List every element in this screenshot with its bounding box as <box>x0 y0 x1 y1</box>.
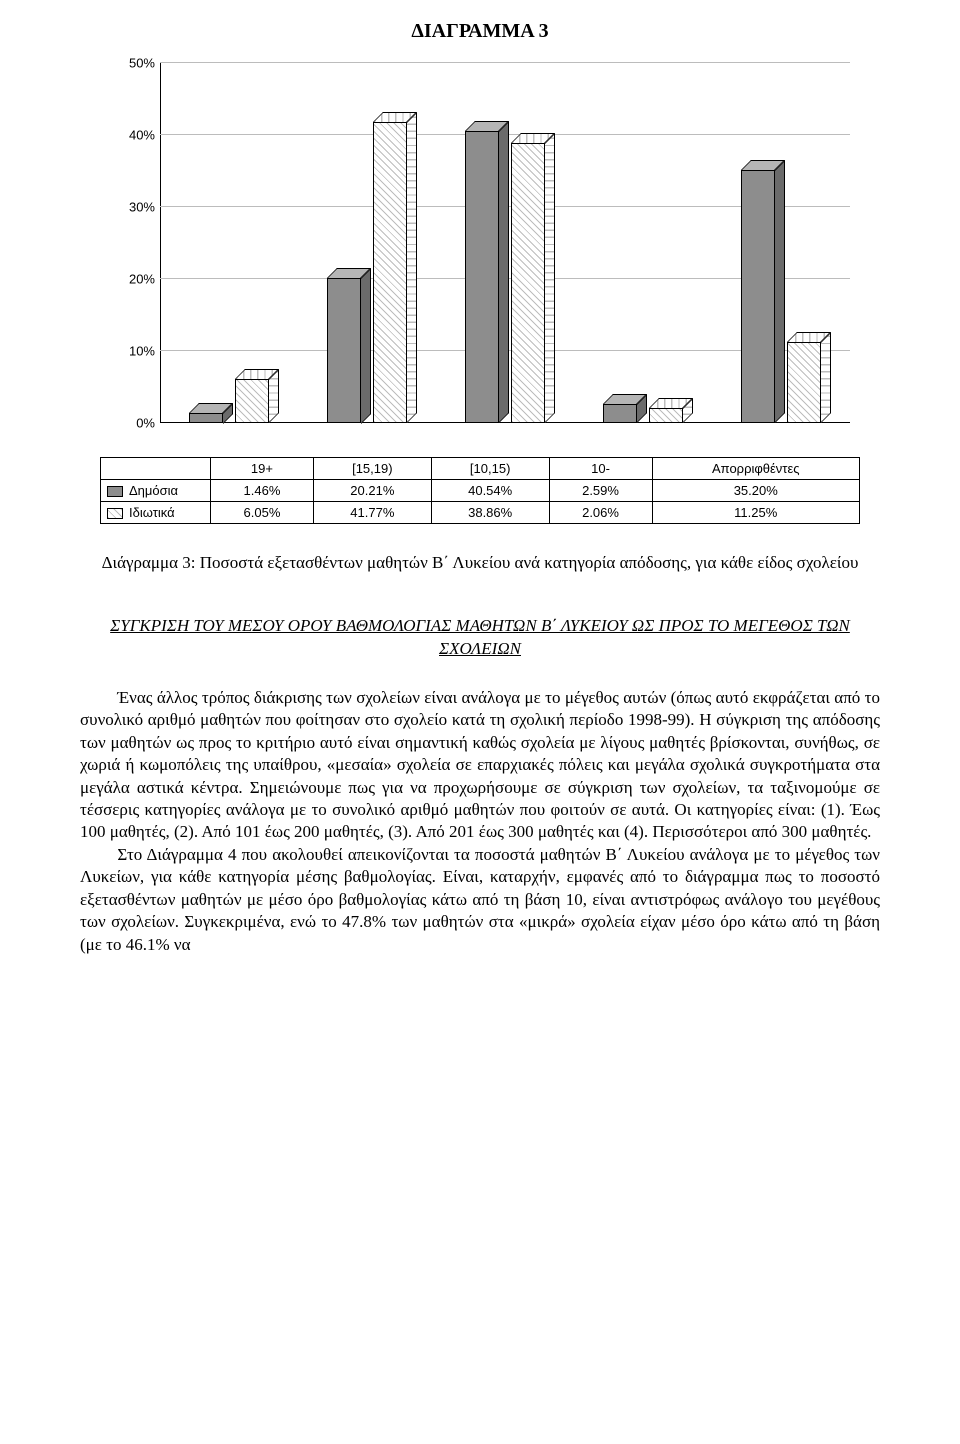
bar <box>465 131 499 423</box>
ytick: 20% <box>100 272 155 287</box>
chart-data-table: 19+ [15,19) [10,15) 10- Απορριφθέντες Δη… <box>100 457 860 524</box>
body-text: Ένας άλλος τρόπος διάκρισης των σχολείων… <box>80 687 880 956</box>
col-header: 10- <box>549 458 652 480</box>
table-row: Ιδιωτικά 6.05% 41.77% 38.86% 2.06% 11.25… <box>101 502 860 524</box>
legend-swatch-series0 <box>107 486 123 497</box>
bar <box>327 278 361 424</box>
cell: 40.54% <box>431 480 549 502</box>
cell: 20.21% <box>313 480 431 502</box>
chart-title: ΔΙΑΓΡΑΜΜΑ 3 <box>80 20 880 43</box>
section-heading: ΣΥΓΚΡΙΣΗ ΤΟΥ ΜΕΣΟΥ ΟΡΟΥ ΒΑΘΜΟΛΟΓΙΑΣ ΜΑΘΗ… <box>80 615 880 661</box>
col-header: [15,19) <box>313 458 431 480</box>
col-header: [10,15) <box>431 458 549 480</box>
bar <box>741 170 775 423</box>
paragraph: Στο Διάγραμμα 4 που ακολουθεί απεικονίζο… <box>80 844 880 956</box>
bar <box>787 342 821 423</box>
bar <box>511 143 545 423</box>
bar <box>189 413 223 424</box>
cell: 41.77% <box>313 502 431 524</box>
cell: 2.06% <box>549 502 652 524</box>
bar <box>373 122 407 423</box>
cell: 1.46% <box>211 480 314 502</box>
legend-swatch-series1 <box>107 508 123 519</box>
ytick: 30% <box>100 200 155 215</box>
bar <box>603 404 637 423</box>
cell: 38.86% <box>431 502 549 524</box>
paragraph: Ένας άλλος τρόπος διάκρισης των σχολείων… <box>80 687 880 844</box>
table-row: Δημόσια 1.46% 20.21% 40.54% 2.59% 35.20% <box>101 480 860 502</box>
cell: 2.59% <box>549 480 652 502</box>
series-name: Δημόσια <box>129 483 178 498</box>
figure-caption: Διάγραμμα 3: Ποσοστά εξετασθέντων μαθητώ… <box>80 552 880 575</box>
ytick: 0% <box>100 416 155 431</box>
bar <box>235 379 269 423</box>
ytick: 50% <box>100 56 155 71</box>
ytick: 10% <box>100 344 155 359</box>
cell: 35.20% <box>652 480 860 502</box>
table-row: 19+ [15,19) [10,15) 10- Απορριφθέντες <box>101 458 860 480</box>
plot-area <box>160 63 850 423</box>
bar <box>649 408 683 423</box>
col-header: 19+ <box>211 458 314 480</box>
bar-chart: 0% 10% 20% 30% 40% 50% <box>100 53 860 453</box>
col-header: Απορριφθέντες <box>652 458 860 480</box>
series-name: Ιδιωτικά <box>129 505 175 520</box>
cell: 11.25% <box>652 502 860 524</box>
cell: 6.05% <box>211 502 314 524</box>
ytick: 40% <box>100 128 155 143</box>
